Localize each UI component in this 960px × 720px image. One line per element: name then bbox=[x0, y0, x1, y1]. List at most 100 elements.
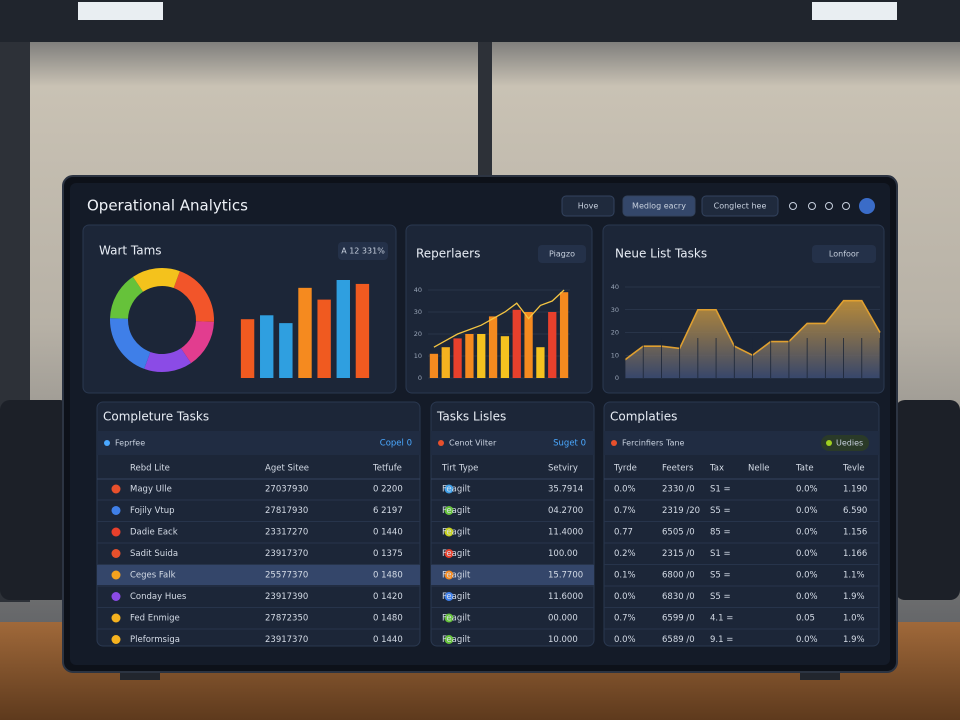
tag[interactable] bbox=[821, 435, 869, 451]
header-icon[interactable] bbox=[808, 202, 816, 210]
table-title: Completure Tasks bbox=[103, 410, 209, 424]
table-cell: 6589 /0 bbox=[662, 635, 695, 645]
table-cell: S5 = bbox=[710, 571, 731, 581]
table-cell: 2330 /0 bbox=[662, 485, 695, 495]
bar bbox=[429, 353, 439, 378]
table-cell: S5 = bbox=[710, 592, 731, 602]
table-cell: 1.156 bbox=[843, 528, 867, 538]
column-header: Setviry bbox=[548, 464, 578, 474]
column-header: Feeters bbox=[662, 464, 694, 474]
table-cell: 6 2197 bbox=[373, 506, 403, 516]
trend-line bbox=[433, 289, 565, 348]
column-header: Tirt Type bbox=[441, 464, 478, 474]
header-title: Operational Analytics bbox=[87, 197, 248, 215]
table-cell: 23917370 bbox=[265, 635, 308, 645]
panel bbox=[603, 401, 880, 647]
table-cell: 11.4000 bbox=[548, 528, 583, 538]
header-button[interactable] bbox=[622, 195, 696, 217]
bar bbox=[240, 319, 255, 378]
bar bbox=[524, 312, 533, 378]
table-cell: 0.7% bbox=[614, 614, 636, 624]
table-cell: 0.0% bbox=[614, 592, 636, 602]
row-icon bbox=[111, 592, 121, 601]
row-icon bbox=[111, 613, 121, 623]
bar bbox=[512, 309, 521, 378]
donut-segment bbox=[132, 268, 180, 292]
y-tick-label: 10 bbox=[611, 351, 619, 359]
y-tick-label: 30 bbox=[414, 308, 422, 316]
header-icon[interactable] bbox=[789, 202, 797, 210]
avatar[interactable] bbox=[859, 198, 875, 214]
row-icon bbox=[444, 613, 454, 623]
table-title: Tasks Lisles bbox=[436, 410, 506, 424]
table-cell: 23917370 bbox=[265, 549, 308, 559]
badge bbox=[338, 242, 388, 260]
tag-label: Uedies bbox=[836, 439, 863, 448]
table-cell: 0.77 bbox=[614, 528, 633, 538]
filter-action: Copel 0 bbox=[380, 439, 412, 449]
column-header: Rebd Lite bbox=[130, 464, 170, 474]
table-cell: 85 = bbox=[710, 528, 731, 538]
table-title: Complaties bbox=[610, 410, 677, 424]
header-button[interactable] bbox=[561, 195, 615, 217]
table-cell: Dadie Eack bbox=[130, 528, 178, 538]
table-cell: Pleformsiga bbox=[130, 635, 180, 645]
bar bbox=[536, 347, 545, 378]
table-cell: Magy Ulle bbox=[130, 485, 172, 495]
row-icon bbox=[444, 484, 454, 494]
filter-dot bbox=[611, 440, 617, 446]
row-highlight[interactable] bbox=[431, 565, 594, 585]
table-cell: 0.0% bbox=[796, 528, 818, 538]
area bbox=[625, 300, 880, 378]
row-icon bbox=[111, 635, 121, 644]
table-cell: 0.0% bbox=[796, 635, 818, 645]
table-cell: 35.7914 bbox=[548, 485, 583, 495]
y-tick-label: 30 bbox=[611, 306, 619, 314]
table-cell: 1.0% bbox=[843, 614, 865, 624]
bar bbox=[260, 315, 274, 378]
table-cell: 0.7% bbox=[614, 506, 636, 516]
bar bbox=[317, 299, 331, 378]
table-cell: Feagilt bbox=[442, 549, 471, 559]
table-cell: Feagilt bbox=[442, 635, 471, 645]
row-icon bbox=[111, 549, 121, 558]
table-cell: 100.00 bbox=[548, 549, 578, 559]
table-cell: 6800 /0 bbox=[662, 571, 695, 581]
table-cell: 23317270 bbox=[265, 528, 308, 538]
table-cell: 0.2% bbox=[614, 549, 636, 559]
header-icon[interactable] bbox=[825, 202, 833, 210]
donut-segment bbox=[110, 276, 144, 319]
filter-dot bbox=[104, 440, 110, 446]
y-tick-label: 10 bbox=[414, 352, 422, 360]
y-tick-label: 40 bbox=[611, 283, 619, 291]
table-cell: 0.0% bbox=[614, 485, 636, 495]
bar bbox=[559, 292, 569, 378]
table-cell: 23917390 bbox=[265, 592, 308, 602]
panel-title: Wart Tams bbox=[99, 244, 162, 258]
row-highlight[interactable] bbox=[97, 565, 420, 585]
header-button-label: Medlog eacry bbox=[632, 202, 686, 211]
row-icon bbox=[111, 484, 121, 494]
table-cell: 0.0% bbox=[796, 571, 818, 581]
bar bbox=[453, 338, 462, 378]
table-cell: 0 1440 bbox=[373, 528, 403, 538]
badge bbox=[812, 245, 876, 263]
row-icon bbox=[444, 549, 454, 558]
bar bbox=[298, 287, 312, 378]
table-cell: Feagilt bbox=[442, 571, 471, 581]
header-icon[interactable] bbox=[842, 202, 850, 210]
table-cell: 25577370 bbox=[265, 571, 308, 581]
row-icon bbox=[444, 592, 454, 601]
table-cell: 0 1420 bbox=[373, 592, 403, 602]
filter-label: Fercinfiers bbox=[622, 439, 663, 448]
table-cell: 9.1 = bbox=[710, 635, 733, 645]
table-cell: Feagilt bbox=[442, 506, 471, 516]
bar bbox=[279, 323, 293, 378]
table-cell: 0.0% bbox=[796, 506, 818, 516]
column-header: Tyrde bbox=[613, 464, 637, 474]
column-header: Tetfufe bbox=[372, 464, 402, 474]
badge-label: Piagzo bbox=[549, 250, 575, 259]
header-button[interactable] bbox=[701, 195, 779, 217]
table-cell: 0 1480 bbox=[373, 571, 403, 581]
